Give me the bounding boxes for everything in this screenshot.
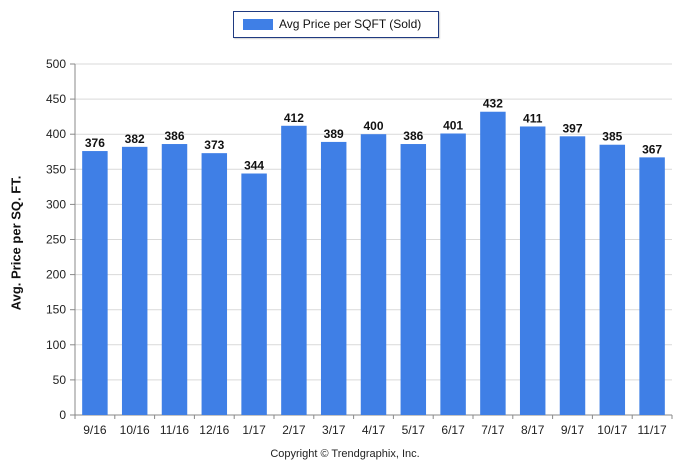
y-tick-label: 500 [46, 57, 66, 71]
bar-value-label: 412 [284, 111, 304, 125]
y-tick-label: 300 [46, 197, 66, 211]
x-tick-label: 9/17 [561, 423, 585, 437]
bar [559, 136, 586, 415]
y-tick-label: 400 [46, 127, 66, 141]
y-tick-label: 450 [46, 92, 66, 106]
bar-value-label: 367 [642, 142, 662, 156]
bar-value-label: 397 [562, 121, 582, 135]
bar [400, 144, 427, 415]
x-tick-label: 10/17 [597, 423, 627, 437]
bar-value-label: 344 [244, 159, 264, 173]
y-tick-label: 100 [46, 338, 66, 352]
y-tick-label: 0 [59, 408, 66, 422]
x-tick-label: 5/17 [402, 423, 426, 437]
bar [480, 111, 506, 416]
x-tick-label: 3/17 [322, 423, 346, 437]
y-axis-title: Avg. Price per SQ. FT. [8, 175, 24, 311]
bar-value-label: 401 [443, 118, 463, 132]
bar [241, 173, 267, 415]
y-tick-label: 250 [46, 233, 66, 247]
y-tick-label: 150 [46, 303, 66, 317]
bar-value-label: 376 [85, 136, 105, 150]
bar-value-label: 432 [483, 97, 503, 111]
bar [281, 125, 307, 415]
bar [599, 144, 626, 416]
x-tick-label: 1/17 [242, 423, 266, 437]
bar-value-label: 389 [324, 127, 344, 141]
bar-value-label: 386 [164, 129, 184, 143]
x-tick-label: 4/17 [362, 423, 386, 437]
bar-value-label: 400 [363, 119, 383, 133]
bar-value-label: 411 [523, 111, 543, 125]
bar [320, 141, 347, 415]
legend-swatch [243, 19, 273, 30]
y-tick-label: 350 [46, 162, 66, 176]
copyright-text: Copyright © Trendgraphix, Inc. [270, 448, 420, 460]
x-tick-label: 9/16 [83, 423, 107, 437]
bar [82, 151, 108, 415]
x-tick-label: 11/16 [160, 423, 189, 437]
x-tick-label: 7/17 [481, 423, 505, 437]
x-tick-label: 10/16 [120, 423, 150, 437]
bar-value-label: 385 [602, 130, 622, 144]
bar [161, 144, 188, 415]
x-tick-label: 11/17 [638, 423, 667, 437]
x-tick-label: 2/17 [282, 423, 306, 437]
x-tick-label: 12/16 [199, 423, 229, 437]
x-tick-label: 6/17 [441, 423, 465, 437]
bar [519, 126, 546, 415]
legend-label: Avg Price per SQFT (Sold) [279, 17, 422, 31]
bar-value-label: 373 [204, 138, 224, 152]
bar [121, 146, 148, 415]
y-tick-label: 50 [53, 373, 67, 387]
bar [201, 153, 228, 416]
bar [360, 134, 387, 415]
bar [440, 133, 466, 416]
bar [639, 157, 665, 415]
x-tick-label: 8/17 [521, 423, 545, 437]
y-tick-label: 200 [46, 268, 66, 282]
bar-value-label: 386 [403, 129, 423, 143]
bar-value-label: 382 [125, 132, 145, 146]
legend: Avg Price per SQFT (Sold) [233, 11, 439, 38]
